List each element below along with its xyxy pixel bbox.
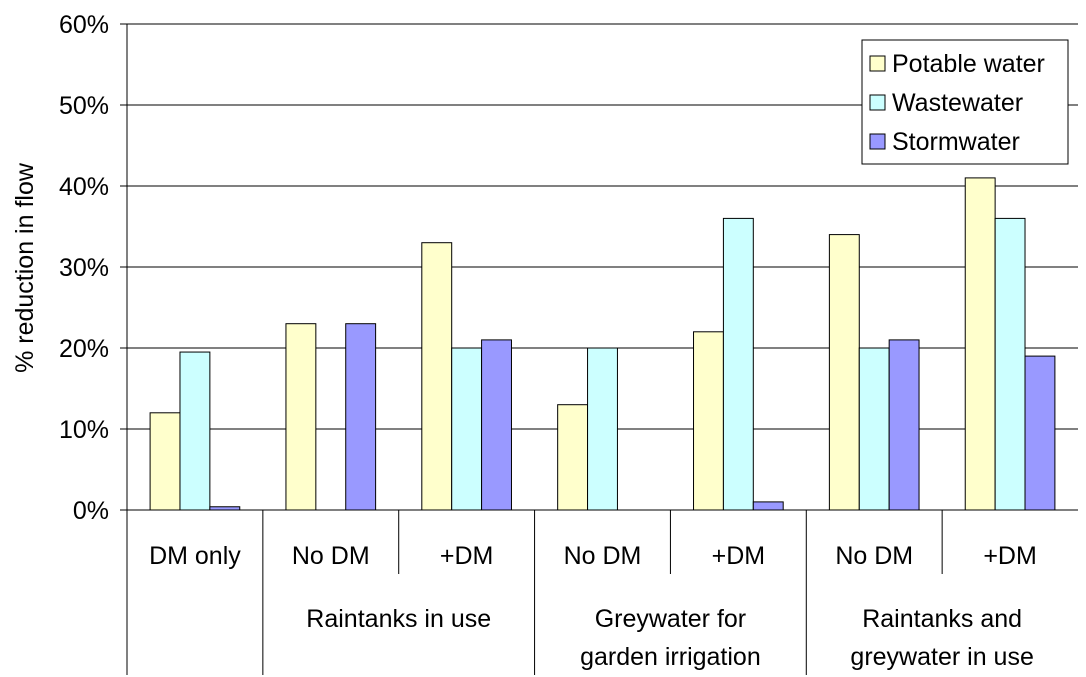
bar-potable-water <box>149 412 181 511</box>
bar-wastewater <box>587 347 618 511</box>
y-tick-label: 40% <box>59 173 109 201</box>
bar-potable-water <box>693 331 724 511</box>
bar-wastewater <box>451 347 483 511</box>
x-tick-label: No DM <box>292 542 370 570</box>
bars <box>149 177 1056 511</box>
y-tick-label: 60% <box>59 11 109 39</box>
group-label: Raintanks in use <box>306 605 491 633</box>
legend: Potable water Wastewater Stormwater <box>861 39 1069 165</box>
bar-wastewater <box>994 217 1026 511</box>
x-tick-label: DM only <box>149 542 241 570</box>
bar-wastewater <box>858 347 890 511</box>
y-axis-title: % reduction in flow <box>11 162 39 373</box>
y-tick-label: 50% <box>59 92 109 120</box>
group-label: Greywater for <box>595 605 746 633</box>
bar-stormwater <box>1024 355 1056 511</box>
bar-potable-water <box>285 323 317 511</box>
bar-stormwater <box>888 339 920 511</box>
bar-stormwater <box>752 501 784 511</box>
axes <box>120 23 1078 675</box>
bar-potable-water <box>964 177 996 511</box>
bar-potable-water <box>421 242 453 511</box>
group-label: Raintanks and <box>862 605 1022 633</box>
y-tick-label: 10% <box>59 416 109 444</box>
x-tick-label: No DM <box>835 542 913 570</box>
y-tick-label: 30% <box>59 254 109 282</box>
x-tick-label: No DM <box>564 542 642 570</box>
bar-potable-water <box>828 234 860 511</box>
group-label: greywater in use <box>850 643 1033 671</box>
bar-stormwater <box>481 339 512 511</box>
legend-label: Wastewater <box>892 89 1023 117</box>
x-tick-label: +DM <box>983 542 1036 570</box>
bar-wastewater <box>722 217 754 511</box>
x-tick-label: +DM <box>440 542 493 570</box>
labels: 0% 10% 20% 30% 40% 50% 60% DM only No DM +DM No DM… <box>59 11 1037 671</box>
legend-label: Stormwater <box>892 128 1020 156</box>
x-tick-label: +DM <box>712 542 765 570</box>
bar-potable-water <box>557 404 589 511</box>
legend-swatch <box>869 94 886 111</box>
legend-label: Potable water <box>892 50 1045 78</box>
bar-stormwater <box>345 323 377 511</box>
legend-swatch <box>869 133 886 150</box>
group-label: garden irrigation <box>580 643 761 671</box>
y-tick-label: 20% <box>59 335 109 363</box>
legend-swatch <box>869 55 886 72</box>
y-tick-label: 0% <box>73 497 109 525</box>
bar-wastewater <box>179 351 211 511</box>
legend-box <box>861 39 1069 165</box>
